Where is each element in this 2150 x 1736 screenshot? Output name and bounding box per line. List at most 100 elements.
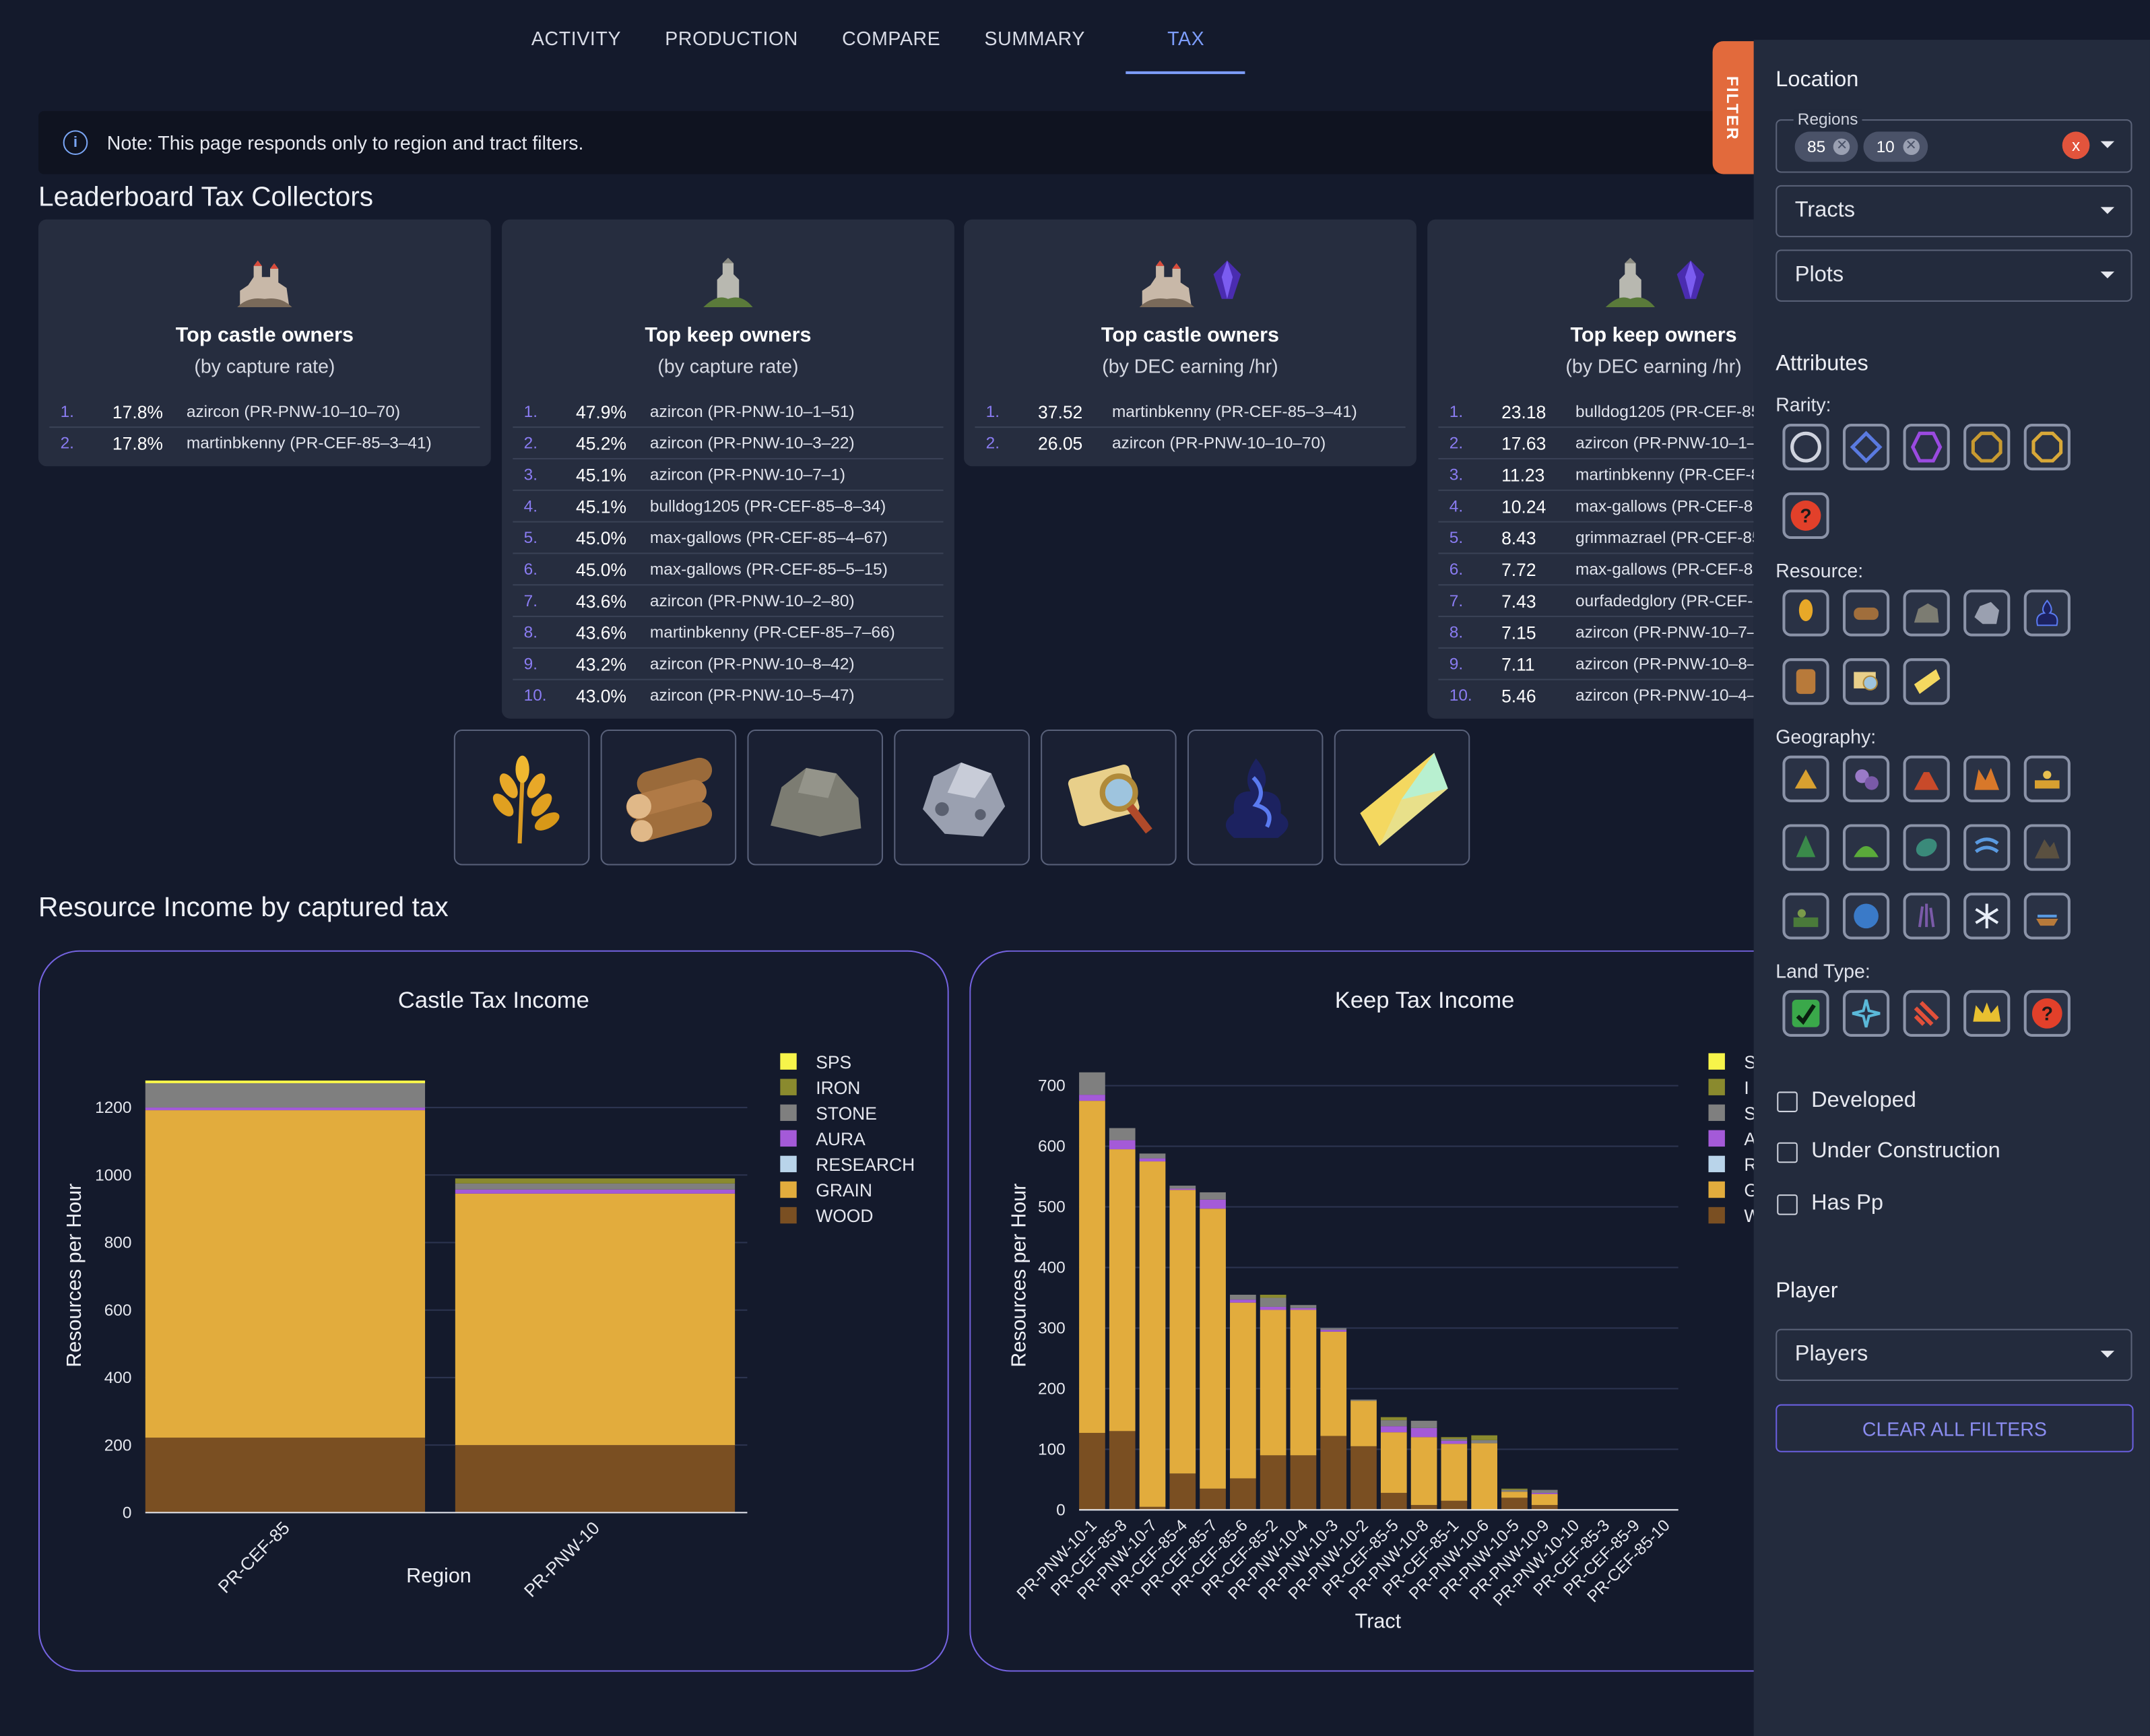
tab-tax[interactable]: TAX <box>1126 3 1246 74</box>
bar-segment-aura[interactable] <box>1320 1330 1347 1332</box>
bar-segment-aura[interactable] <box>1531 1493 1558 1494</box>
resource-stone-button[interactable] <box>1903 589 1950 637</box>
bar-segment-wood[interactable] <box>1260 1455 1286 1510</box>
bar-segment-aura[interactable] <box>455 1189 736 1194</box>
bar-segment-aura[interactable] <box>1169 1188 1196 1190</box>
bar-segment-grain[interactable] <box>1531 1493 1558 1506</box>
bar-segment-aura[interactable] <box>1290 1308 1317 1310</box>
landtype-magic-button[interactable] <box>1842 990 1890 1037</box>
bar-segment-grain[interactable] <box>1380 1432 1407 1493</box>
bar-segment-grain[interactable] <box>1320 1331 1347 1436</box>
grain-tile[interactable] <box>453 729 590 866</box>
bar-segment-wood[interactable] <box>1531 1505 1558 1510</box>
bar-segment-wood[interactable] <box>1350 1446 1377 1510</box>
bar-segment-wood[interactable] <box>1139 1506 1166 1510</box>
bar-segment-grain[interactable] <box>1410 1437 1437 1506</box>
bar-segment-stone[interactable] <box>1471 1440 1497 1444</box>
keep-tax-chart[interactable]: Keep Tax Income 0100200300400500600700PR… <box>971 952 1793 1671</box>
iron-tile[interactable] <box>894 729 1030 866</box>
tab-production[interactable]: PRODUCTION <box>665 27 798 50</box>
bar-segment-iron[interactable] <box>1441 1437 1468 1440</box>
bar-segment-stone[interactable] <box>1139 1153 1166 1159</box>
bar-segment-wood[interactable] <box>1410 1505 1437 1510</box>
bar-segment-grain[interactable] <box>1501 1491 1528 1498</box>
geo-desert-button[interactable] <box>1782 755 1829 802</box>
geo-plains-button[interactable] <box>2023 755 2071 802</box>
bar-segment-stone[interactable] <box>1169 1186 1196 1189</box>
geo-hills-button[interactable] <box>1842 824 1890 871</box>
bar-segment-grain[interactable] <box>1230 1302 1256 1479</box>
bar-segment-grain[interactable] <box>1441 1444 1468 1501</box>
rarity-unknown-button[interactable]: ? <box>1782 492 1829 540</box>
resource-iron-button[interactable] <box>1963 589 2011 637</box>
bar-segment-wood[interactable] <box>145 1438 426 1513</box>
geo-forest-button[interactable] <box>1782 824 1829 871</box>
bar-segment-stone[interactable] <box>1410 1421 1437 1428</box>
bar-segment-wood[interactable] <box>1109 1431 1136 1510</box>
clear-all-filters-button[interactable]: CLEAR ALL FILTERS <box>1776 1404 2134 1452</box>
chevron-down-icon[interactable] <box>2100 207 2115 214</box>
has-pp-checkbox[interactable] <box>1777 1194 1798 1215</box>
bar-segment-stone[interactable] <box>1441 1439 1468 1441</box>
resource-sps-button[interactable] <box>1903 658 1950 705</box>
geo-volcano-button[interactable] <box>1903 755 1950 802</box>
bar-segment-aura[interactable] <box>1109 1140 1136 1150</box>
geo-mire-button[interactable] <box>1903 893 1950 940</box>
chevron-down-icon[interactable] <box>2100 271 2115 279</box>
bar-segment-stone[interactable] <box>1320 1328 1347 1330</box>
chip-remove-icon[interactable]: ✕ <box>1902 137 1920 155</box>
geo-badlands-button[interactable] <box>1842 755 1890 802</box>
bar-segment-grain[interactable] <box>1350 1401 1377 1446</box>
bar-segment-grain[interactable] <box>455 1193 736 1446</box>
resource-aura-button[interactable] <box>2023 589 2071 637</box>
bar-segment-wood[interactable] <box>455 1445 736 1513</box>
filter-toggle-tab[interactable]: FILTER <box>1712 41 1754 174</box>
research-tile[interactable] <box>1041 729 1177 866</box>
geo-jungle-button[interactable] <box>1903 824 1950 871</box>
bar-segment-aura[interactable] <box>1079 1095 1105 1101</box>
plots-select[interactable]: Plots <box>1776 249 2132 302</box>
rarity-rare-button[interactable] <box>1842 424 1890 471</box>
bar-segment-stone[interactable] <box>1079 1072 1105 1095</box>
wood-tile[interactable] <box>600 729 737 866</box>
bar-segment-sps[interactable] <box>145 1080 426 1083</box>
developed-checkbox[interactable] <box>1777 1091 1798 1112</box>
resource-research-map-button[interactable] <box>1842 658 1890 705</box>
under-construction-checkbox[interactable] <box>1777 1142 1798 1163</box>
bar-segment-grain[interactable] <box>1139 1161 1166 1507</box>
chevron-down-icon[interactable] <box>2100 1351 2115 1358</box>
region-chip[interactable]: 10 ✕ <box>1864 131 1928 162</box>
bar-segment-wood[interactable] <box>1441 1500 1468 1510</box>
bar-segment-aura[interactable] <box>1441 1440 1468 1444</box>
bar-segment-iron[interactable] <box>455 1178 736 1184</box>
bar-segment-wood[interactable] <box>1380 1493 1407 1510</box>
sps-tile[interactable] <box>1334 729 1470 866</box>
bar-segment-grain[interactable] <box>1109 1149 1136 1432</box>
geo-tundra-button[interactable] <box>1963 893 2011 940</box>
geo-canyon-button[interactable] <box>1963 755 2011 802</box>
bar-segment-stone[interactable] <box>1230 1294 1256 1300</box>
bar-segment-aura[interactable] <box>145 1107 426 1111</box>
aura-tile[interactable] <box>1187 729 1324 866</box>
players-select[interactable]: Players <box>1776 1328 2132 1381</box>
geo-river-button[interactable] <box>1963 824 2011 871</box>
bar-segment-stone[interactable] <box>455 1183 736 1190</box>
tracts-select[interactable]: Tracts <box>1776 185 2132 238</box>
bar-segment-grain[interactable] <box>1169 1190 1196 1474</box>
stone-tile[interactable] <box>747 729 883 866</box>
geo-swamp-button[interactable] <box>1782 893 1829 940</box>
bar-segment-stone[interactable] <box>1350 1399 1377 1401</box>
clear-regions-icon[interactable]: x <box>2062 131 2090 160</box>
chip-remove-icon[interactable]: ✕ <box>1833 137 1850 155</box>
bar-segment-wood[interactable] <box>1169 1473 1196 1510</box>
bar-segment-aura[interactable] <box>1139 1158 1166 1162</box>
bar-segment-stone[interactable] <box>1260 1297 1286 1307</box>
landtype-claw-button[interactable] <box>1903 990 1950 1037</box>
bar-segment-grain[interactable] <box>1260 1310 1286 1456</box>
tab-compare[interactable]: COMPARE <box>842 27 941 50</box>
bar-segment-stone[interactable] <box>1380 1420 1407 1427</box>
rarity-mythic-button[interactable] <box>2023 424 2071 471</box>
rarity-legendary-button[interactable] <box>1963 424 2011 471</box>
resource-research-button[interactable] <box>1782 658 1829 705</box>
bar-segment-aura[interactable] <box>1380 1426 1407 1433</box>
